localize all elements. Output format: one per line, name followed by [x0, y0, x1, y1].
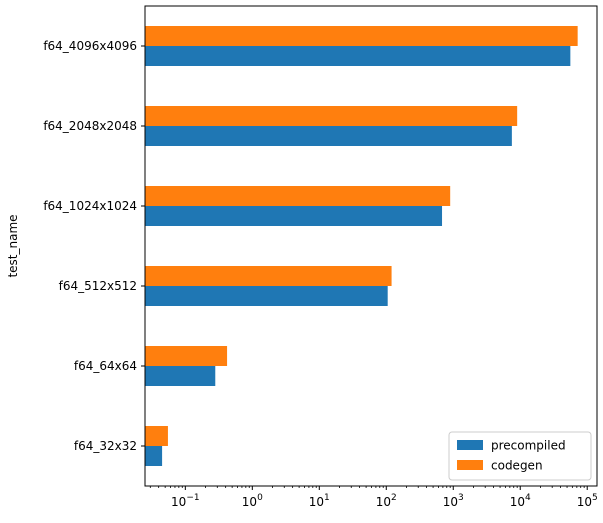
- bar-codegen-f64_512x512: [145, 266, 392, 286]
- x-tick-label: 101: [309, 493, 330, 509]
- bar-codegen-f64_1024x1024: [145, 186, 451, 206]
- bars-layer: [145, 26, 578, 466]
- bar-precompiled-f64_1024x1024: [145, 206, 443, 226]
- plot-area-frame: [144, 5, 598, 487]
- y-tick-label: f64_512x512: [59, 279, 137, 293]
- legend-swatch-codegen: [457, 460, 483, 470]
- y-tick-label: f64_4096x4096: [43, 39, 137, 53]
- bar-codegen-f64_32x32: [145, 426, 168, 446]
- bar-codegen-f64_4096x4096: [145, 26, 578, 46]
- bar-codegen-f64_64x64: [145, 346, 228, 366]
- legend-label-precompiled: precompiled: [491, 439, 566, 453]
- bar-codegen-f64_2048x2048: [145, 106, 518, 126]
- x-tick-label: 102: [376, 493, 397, 509]
- bar-precompiled-f64_512x512: [145, 286, 388, 306]
- y-axis-label: test_name: [6, 214, 20, 277]
- legend-label-codegen: codegen: [491, 459, 543, 473]
- legend-box: [448, 431, 592, 481]
- x-tick-label: 105: [577, 493, 598, 509]
- ticks-layer: f64_32x32 f64_64x64 f64_512x512 f64_1024x10…: [43, 39, 597, 509]
- bar-precompiled-f64_64x64: [145, 366, 216, 386]
- y-tick-label: f64_2048x2048: [43, 119, 137, 133]
- x-tick-label: 10−1: [171, 493, 200, 509]
- y-tick-label: f64_1024x1024: [43, 199, 137, 213]
- bar-precompiled-f64_32x32: [145, 446, 163, 466]
- bar-precompiled-f64_2048x2048: [145, 126, 512, 146]
- legend-swatch-precompiled: [457, 440, 483, 450]
- legend: precompiled codegen: [448, 431, 592, 481]
- bar-precompiled-f64_4096x4096: [145, 46, 571, 66]
- y-tick-label: f64_32x32: [74, 439, 137, 453]
- x-tick-label: 104: [510, 493, 531, 509]
- x-tick-label: 103: [443, 493, 464, 509]
- x-tick-label: 100: [242, 493, 263, 509]
- y-tick-label: f64_64x64: [74, 359, 137, 373]
